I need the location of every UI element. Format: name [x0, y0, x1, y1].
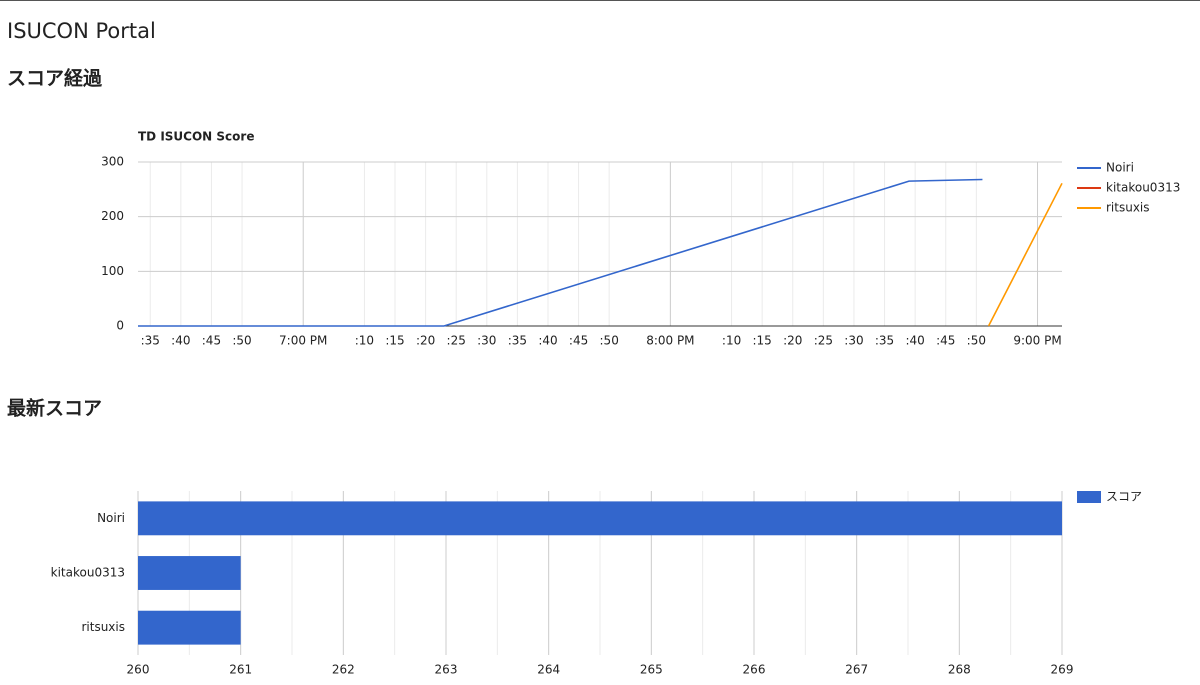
x-tick-label: 268 [948, 663, 971, 677]
legend-label: Noiri [1106, 161, 1134, 175]
legend-label: スコア [1106, 490, 1142, 504]
x-tick-label: :35 [508, 334, 527, 348]
y-tick-label: ritsuxis [81, 620, 125, 634]
x-tick-label: :40 [538, 334, 557, 348]
x-tick-label: :35 [875, 334, 894, 348]
bar [138, 556, 241, 590]
x-tick-label: 8:00 PM [646, 334, 694, 348]
bar [138, 610, 241, 645]
x-tick-label: :20 [416, 334, 435, 348]
bar [138, 501, 1062, 536]
x-tick-label: :10 [722, 334, 741, 348]
x-tick-label: 260 [127, 663, 150, 677]
x-tick-label: 261 [229, 663, 252, 677]
x-tick-label: 262 [332, 663, 355, 677]
x-tick-label: :25 [814, 334, 833, 348]
x-tick-label: 265 [640, 663, 663, 677]
y-tick-label: Noiri [97, 511, 125, 525]
x-tick-label: 9:00 PM [1013, 334, 1061, 348]
x-tick-label: :45 [936, 334, 955, 348]
section-title: スコア経過 [7, 67, 103, 90]
x-tick-label: :50 [967, 334, 986, 348]
x-tick-label: :40 [905, 334, 924, 348]
x-tick-label: :15 [385, 334, 404, 348]
x-tick-label: 269 [1051, 663, 1074, 677]
x-tick-label: 263 [435, 663, 458, 677]
x-tick-label: :15 [753, 334, 772, 348]
series-line [138, 179, 1062, 326]
x-tick-label: :45 [202, 334, 221, 348]
y-tick-label: 300 [101, 155, 124, 169]
page-title: ISUCON Portal [7, 19, 156, 43]
section-title: 最新スコア [7, 397, 102, 420]
x-tick-label: :35 [141, 334, 160, 348]
legend-label: ritsuxis [1106, 201, 1150, 215]
x-tick-label: :20 [783, 334, 802, 348]
x-tick-label: 7:00 PM [279, 334, 327, 348]
chart-title: TD ISUCON Score [138, 130, 254, 144]
x-tick-label: 267 [845, 663, 868, 677]
x-tick-label: :50 [232, 334, 251, 348]
x-tick-label: :45 [569, 334, 588, 348]
x-tick-label: 264 [537, 663, 560, 677]
x-tick-label: :10 [355, 334, 374, 348]
legend-label: kitakou0313 [1106, 181, 1180, 195]
x-tick-label: 266 [743, 663, 766, 677]
series-line [987, 182, 1063, 327]
x-tick-label: :30 [477, 334, 496, 348]
y-tick-label: 200 [101, 209, 124, 223]
x-tick-label: :40 [171, 334, 190, 348]
y-tick-label: 0 [116, 319, 124, 333]
x-tick-label: :25 [447, 334, 466, 348]
legend-swatch [1077, 491, 1101, 503]
x-tick-label: :50 [600, 334, 619, 348]
y-tick-label: 100 [101, 264, 124, 278]
x-tick-label: :30 [844, 334, 863, 348]
y-tick-label: kitakou0313 [51, 566, 125, 580]
